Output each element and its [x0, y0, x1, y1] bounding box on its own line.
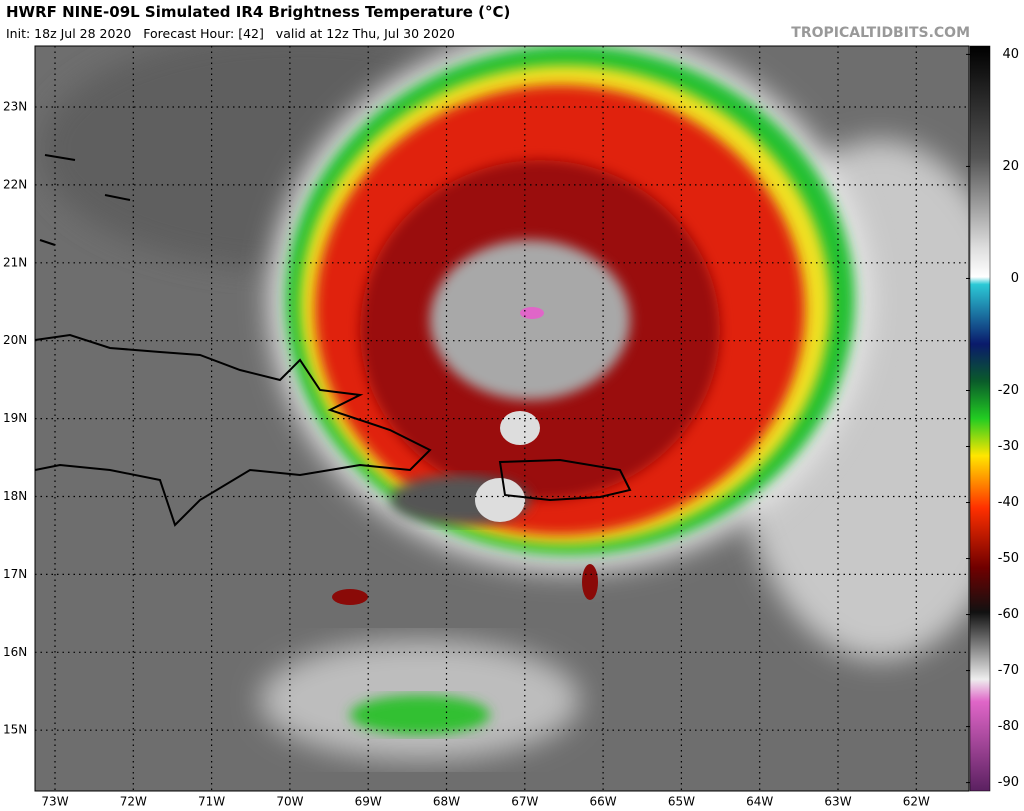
longitude-label: 62W: [903, 795, 930, 809]
longitude-label: 72W: [120, 795, 147, 809]
latitude-label: 17N: [3, 567, 27, 581]
latitude-label: 21N: [3, 255, 27, 269]
longitude-label: 69W: [355, 795, 382, 809]
longitude-label: 71W: [198, 795, 225, 809]
watermark: TROPICALTIDBITS.COM: [791, 25, 970, 41]
colorbar-tick-label: -50: [998, 551, 1019, 566]
colorbar-tick-label: -80: [998, 719, 1019, 734]
colorbar-tick-label: -20: [998, 383, 1019, 398]
latitude-label: 18N: [3, 489, 27, 503]
longitude-label: 65W: [668, 795, 695, 809]
longitude-label: 68W: [433, 795, 460, 809]
longitude-label: 70W: [276, 795, 303, 809]
colorbar-tick-label: -90: [998, 775, 1019, 790]
longitude-label: 64W: [746, 795, 773, 809]
colorbar-tick-label: 0: [1011, 271, 1019, 286]
colorbar-tick-label: 20: [1002, 159, 1019, 174]
longitude-label: 67W: [511, 795, 538, 809]
latitude-label: 23N: [3, 100, 27, 114]
latitude-label: 22N: [3, 177, 27, 191]
colorbar-tick-label: -60: [998, 607, 1019, 622]
latitude-label: 15N: [3, 723, 27, 737]
colorbar-tick-label: -30: [998, 439, 1019, 454]
longitude-label: 73W: [41, 795, 68, 809]
colorbar: [969, 45, 991, 792]
latitude-label: 20N: [3, 333, 27, 347]
longitude-label: 66W: [590, 795, 617, 809]
latitude-label: 16N: [3, 645, 27, 659]
title: HWRF NINE-09L Simulated IR4 Brightness T…: [6, 3, 511, 21]
colorbar-tick-label: -40: [998, 495, 1019, 510]
colorbar-tick-label: -70: [998, 663, 1019, 678]
colorbar-tick-label: 40: [1002, 47, 1019, 62]
subtitle: Init: 18z Jul 28 2020 Forecast Hour: [42…: [6, 26, 455, 41]
latitude-label: 19N: [3, 411, 27, 425]
coastlines: [35, 154, 632, 527]
longitude-label: 63W: [824, 795, 851, 809]
imagery: [40, 46, 969, 760]
